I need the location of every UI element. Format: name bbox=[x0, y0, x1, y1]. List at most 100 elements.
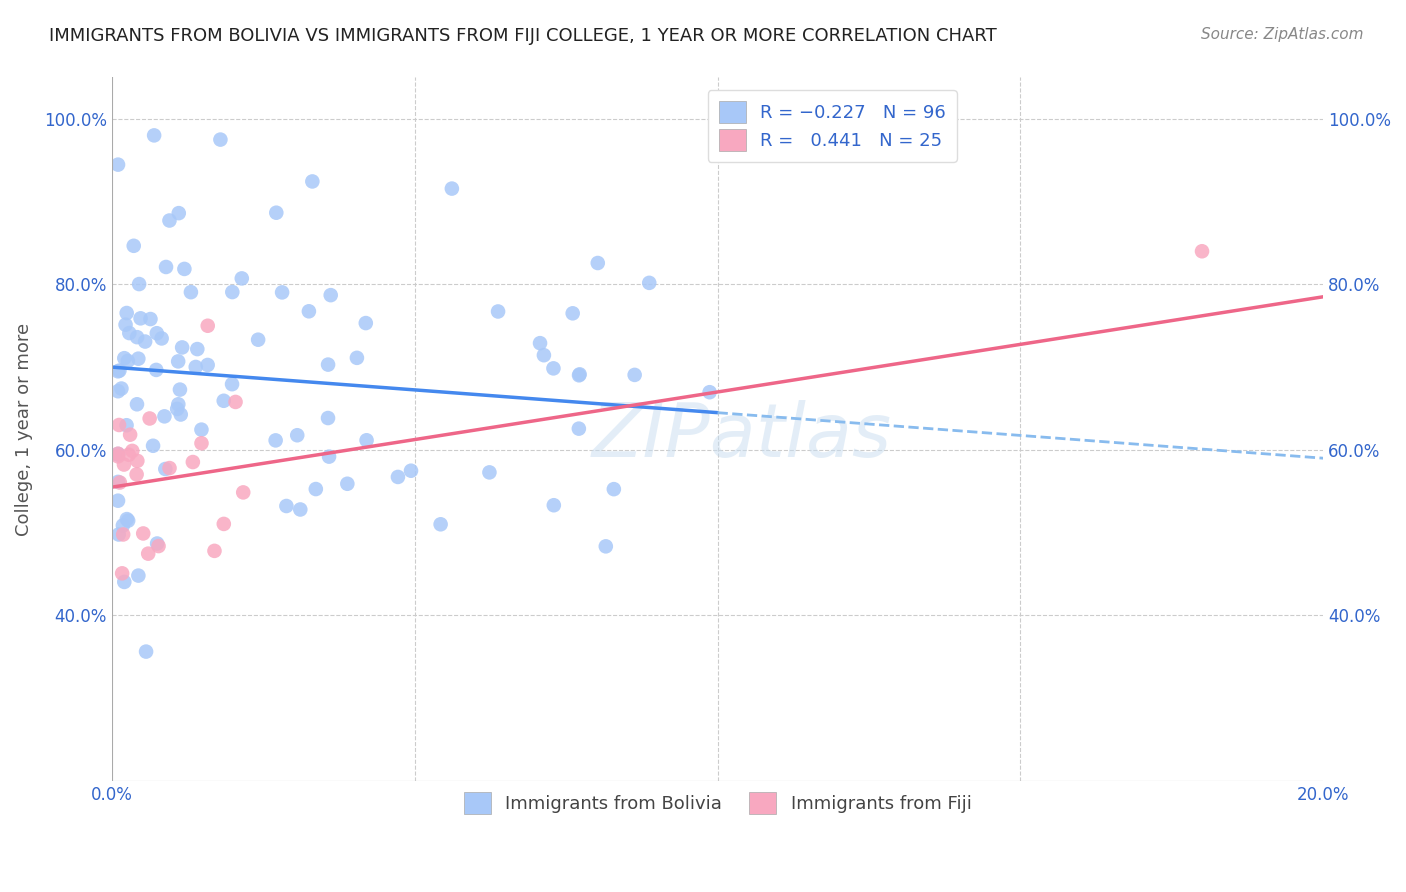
Point bbox=[568, 368, 591, 382]
Point bbox=[107, 364, 129, 378]
Point bbox=[169, 383, 191, 397]
Point bbox=[264, 434, 287, 448]
Point bbox=[316, 358, 339, 372]
Point bbox=[285, 428, 308, 442]
Point bbox=[699, 385, 721, 400]
Point bbox=[108, 363, 131, 377]
Point bbox=[478, 466, 501, 480]
Point bbox=[115, 512, 138, 526]
Point bbox=[568, 422, 591, 436]
Point bbox=[225, 395, 247, 409]
Point bbox=[114, 318, 136, 332]
Point bbox=[167, 206, 190, 220]
Point bbox=[399, 464, 422, 478]
Point bbox=[197, 318, 219, 333]
Point bbox=[118, 448, 141, 462]
Point bbox=[159, 213, 181, 227]
Point bbox=[561, 306, 583, 320]
Point bbox=[132, 526, 155, 541]
Point bbox=[112, 351, 135, 366]
Point bbox=[155, 260, 177, 274]
Point bbox=[276, 499, 298, 513]
Point bbox=[134, 334, 156, 349]
Point bbox=[146, 536, 169, 550]
Point bbox=[155, 462, 177, 476]
Point bbox=[127, 568, 149, 582]
Point bbox=[107, 527, 129, 541]
Text: IMMIGRANTS FROM BOLIVIA VS IMMIGRANTS FROM FIJI COLLEGE, 1 YEAR OR MORE CORRELAT: IMMIGRANTS FROM BOLIVIA VS IMMIGRANTS FR… bbox=[49, 27, 997, 45]
Point bbox=[603, 482, 626, 496]
Point bbox=[108, 417, 131, 432]
Point bbox=[136, 547, 159, 561]
Point bbox=[209, 132, 232, 146]
Point bbox=[181, 455, 204, 469]
Point bbox=[150, 331, 173, 345]
Point bbox=[148, 539, 170, 553]
Point bbox=[429, 517, 451, 532]
Point bbox=[212, 393, 235, 408]
Point bbox=[111, 518, 134, 533]
Point bbox=[107, 384, 129, 399]
Point bbox=[354, 316, 377, 330]
Point bbox=[290, 502, 312, 516]
Point bbox=[125, 330, 148, 344]
Point bbox=[190, 436, 212, 450]
Point bbox=[305, 482, 328, 496]
Point bbox=[167, 397, 190, 411]
Point bbox=[107, 450, 129, 464]
Point bbox=[120, 427, 142, 442]
Point bbox=[146, 326, 169, 341]
Point bbox=[107, 493, 129, 508]
Point bbox=[112, 458, 135, 472]
Point bbox=[142, 439, 165, 453]
Point bbox=[623, 368, 645, 382]
Point bbox=[387, 470, 409, 484]
Point bbox=[204, 544, 226, 558]
Point bbox=[143, 128, 166, 143]
Text: Source: ZipAtlas.com: Source: ZipAtlas.com bbox=[1201, 27, 1364, 42]
Point bbox=[117, 514, 139, 528]
Point bbox=[117, 354, 139, 368]
Point bbox=[336, 476, 359, 491]
Point bbox=[319, 288, 342, 302]
Point bbox=[107, 475, 129, 489]
Point bbox=[232, 485, 254, 500]
Point bbox=[125, 467, 148, 482]
Point bbox=[543, 361, 565, 376]
Point bbox=[145, 363, 167, 377]
Point bbox=[111, 566, 134, 581]
Point bbox=[184, 359, 207, 374]
Point bbox=[271, 285, 294, 300]
Point bbox=[166, 401, 188, 416]
Point bbox=[212, 516, 235, 531]
Point bbox=[122, 239, 145, 253]
Point bbox=[221, 285, 243, 299]
Legend: Immigrants from Bolivia, Immigrants from Fiji: Immigrants from Bolivia, Immigrants from… bbox=[453, 781, 983, 825]
Point bbox=[586, 256, 609, 270]
Y-axis label: College, 1 year or more: College, 1 year or more bbox=[15, 323, 32, 536]
Point bbox=[180, 285, 202, 300]
Point bbox=[486, 304, 509, 318]
Point bbox=[543, 498, 565, 512]
Point bbox=[316, 411, 339, 425]
Point bbox=[301, 174, 323, 188]
Point bbox=[159, 461, 181, 475]
Point bbox=[115, 418, 138, 433]
Point bbox=[139, 312, 162, 326]
Point bbox=[115, 306, 138, 320]
Point bbox=[127, 454, 149, 468]
Point bbox=[107, 447, 129, 461]
Point bbox=[1191, 244, 1213, 259]
Point bbox=[112, 527, 135, 541]
Point bbox=[186, 342, 208, 356]
Point bbox=[135, 644, 157, 658]
Point bbox=[138, 411, 160, 425]
Point bbox=[107, 448, 129, 462]
Point bbox=[638, 276, 661, 290]
Point bbox=[533, 348, 555, 362]
Point bbox=[440, 181, 463, 195]
Point bbox=[197, 358, 219, 372]
Point bbox=[356, 434, 378, 448]
Point bbox=[568, 368, 591, 383]
Point bbox=[153, 409, 176, 424]
